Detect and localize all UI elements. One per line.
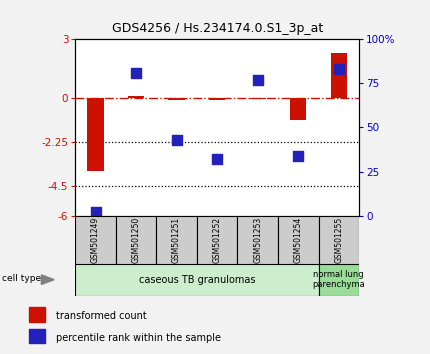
Text: GSM501249: GSM501249 (91, 217, 100, 263)
Text: transformed count: transformed count (56, 311, 147, 321)
FancyBboxPatch shape (75, 264, 319, 296)
Bar (128, 96, 144, 98)
Text: normal lung
parenchyma: normal lung parenchyma (313, 270, 365, 289)
Text: GSM501255: GSM501255 (334, 217, 343, 263)
Bar (29, 307, 45, 321)
Text: caseous TB granulomas: caseous TB granulomas (138, 275, 255, 285)
Polygon shape (41, 275, 54, 285)
FancyBboxPatch shape (197, 216, 237, 264)
Point (132, 70, 139, 75)
Point (92, 210, 99, 215)
Text: percentile rank within the sample: percentile rank within the sample (56, 333, 221, 343)
FancyBboxPatch shape (75, 216, 116, 264)
Title: GDS4256 / Hs.234174.0.S1_3p_at: GDS4256 / Hs.234174.0.S1_3p_at (111, 22, 323, 35)
Bar (169, 98, 185, 99)
Point (173, 137, 180, 143)
FancyBboxPatch shape (319, 216, 359, 264)
Text: GSM501250: GSM501250 (132, 217, 141, 263)
Bar (331, 53, 347, 98)
FancyBboxPatch shape (319, 264, 359, 296)
Bar (209, 98, 225, 100)
FancyBboxPatch shape (116, 216, 157, 264)
Point (254, 77, 261, 82)
Text: GSM501253: GSM501253 (253, 217, 262, 263)
Point (335, 66, 342, 72)
FancyBboxPatch shape (278, 216, 319, 264)
Bar (290, 98, 306, 120)
Bar (29, 329, 45, 343)
Text: GSM501251: GSM501251 (172, 217, 181, 263)
Text: cell type: cell type (2, 274, 40, 282)
Point (295, 153, 302, 159)
Bar (87, 98, 104, 171)
FancyBboxPatch shape (157, 216, 197, 264)
Point (214, 156, 221, 162)
Bar (249, 98, 266, 99)
Text: GSM501252: GSM501252 (213, 217, 221, 263)
Text: GSM501254: GSM501254 (294, 217, 303, 263)
FancyBboxPatch shape (237, 216, 278, 264)
